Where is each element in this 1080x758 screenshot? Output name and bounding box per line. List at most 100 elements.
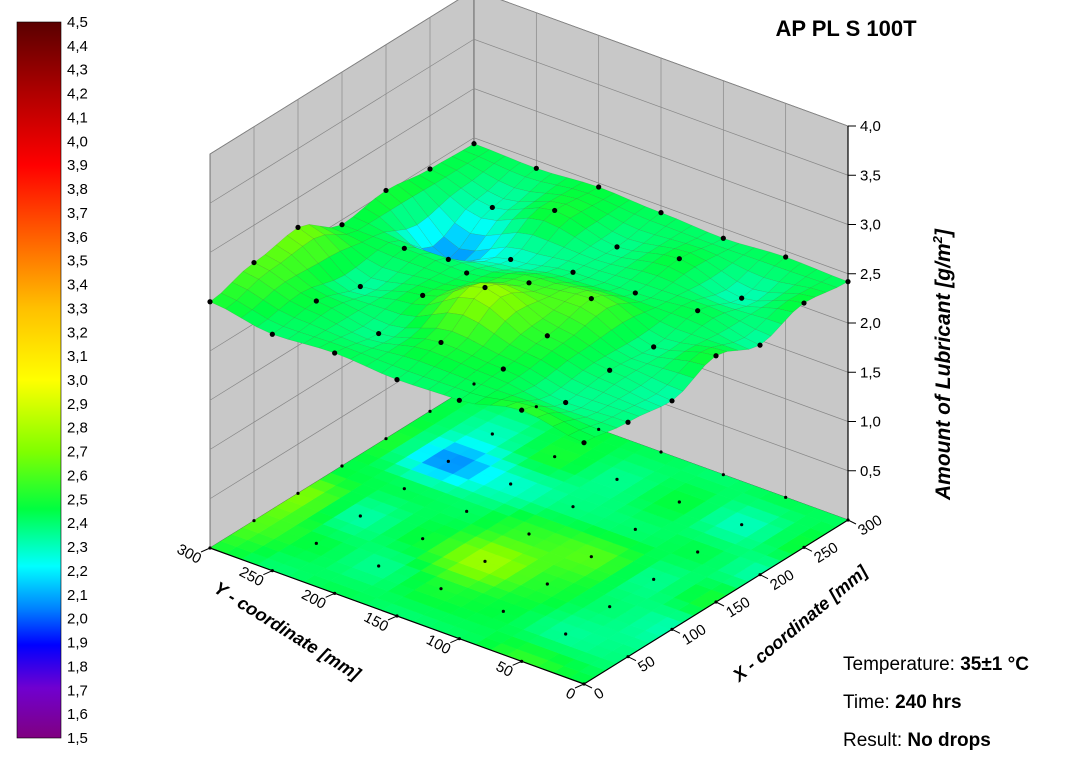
x-tick-label: 150	[723, 594, 753, 622]
floor-point	[314, 541, 318, 545]
surface-cell	[498, 170, 526, 189]
surface-cell	[509, 162, 537, 178]
data-point	[552, 207, 558, 214]
surface-cell	[669, 232, 698, 244]
data-point	[757, 342, 763, 348]
surface-cell	[519, 270, 547, 274]
data-point	[713, 353, 719, 359]
surface-cell	[635, 363, 664, 378]
data-point	[482, 284, 488, 291]
surface-cell	[545, 369, 573, 388]
surface-cell	[622, 405, 651, 417]
surface-cell	[580, 400, 609, 413]
surface-cell	[512, 274, 541, 284]
surface-cell	[545, 267, 574, 277]
surface-cell	[571, 370, 600, 387]
surface-cell	[727, 243, 755, 256]
surface-cell	[585, 412, 613, 423]
floor-point	[483, 559, 487, 563]
surface-cell	[526, 300, 555, 319]
surface-cell	[679, 334, 708, 346]
colorbar: 4,5 4,4 4,3 4,2 4,1 4,0 3,9 3,8 3,7 3,6 3,5 3,4 3,3 3…	[16, 14, 88, 747]
colorbar-label: 2,3	[67, 539, 88, 556]
floor-point	[633, 527, 637, 531]
surface-cell	[678, 252, 707, 268]
surface-cell	[611, 322, 639, 345]
floor-point	[670, 627, 674, 631]
data-point	[658, 210, 664, 216]
floor-point	[784, 495, 788, 499]
data-point	[332, 350, 338, 356]
surface-cell	[688, 284, 716, 299]
surface-cell	[471, 276, 498, 283]
data-point	[438, 339, 444, 346]
surface-cell	[654, 226, 682, 240]
surface-cell	[443, 387, 471, 401]
data-point	[313, 298, 319, 304]
surface-cell	[349, 353, 378, 367]
surface-cell	[278, 300, 306, 318]
data-point	[563, 399, 569, 406]
floor-point	[696, 550, 700, 554]
colorbar-label: 3,2	[67, 324, 88, 341]
surface-cell	[778, 271, 807, 286]
surface-cell	[534, 377, 562, 396]
data-point	[357, 283, 363, 290]
surface-cell	[589, 422, 618, 433]
colorbar-label: 4,4	[67, 38, 88, 55]
surface-cell	[509, 334, 537, 353]
surface-cell	[648, 321, 677, 339]
data-point	[695, 308, 701, 314]
colorbar-label: 3,0	[67, 372, 88, 389]
y-tick	[387, 615, 398, 621]
surface-cell	[504, 311, 533, 335]
surface-cell	[493, 320, 522, 345]
floor-point	[758, 573, 762, 577]
surface-cell	[657, 350, 686, 360]
surface-cell	[583, 259, 612, 272]
floor-point	[520, 659, 524, 663]
data-point	[471, 141, 477, 147]
x-tick-label: 300	[855, 512, 885, 540]
surface-cell	[539, 277, 567, 284]
result-value: No drops	[907, 730, 991, 751]
surface-cell	[495, 284, 523, 294]
surface-cell	[615, 343, 644, 359]
y-tick	[263, 570, 273, 576]
colorbar-label: 1,8	[67, 658, 88, 675]
data-point	[614, 244, 620, 250]
surface-cell	[540, 350, 568, 370]
surface-cell	[401, 275, 430, 286]
floor-point	[402, 487, 406, 491]
surface-cell	[558, 217, 587, 238]
colorbar-label: 2,8	[67, 420, 88, 437]
surface-cell	[694, 260, 722, 279]
surface-cell	[595, 308, 623, 331]
floor-point	[501, 609, 505, 613]
surface-cell	[712, 312, 741, 329]
surface-cell	[517, 400, 544, 407]
surface-cell	[659, 313, 688, 330]
surface-cell	[600, 416, 629, 429]
surface-cell	[665, 295, 694, 306]
data-point	[676, 256, 682, 262]
surface-cell	[612, 222, 640, 240]
data-point	[207, 299, 213, 305]
surface-cell	[573, 325, 601, 346]
surface-cell	[592, 282, 621, 292]
surface-cell	[673, 351, 701, 362]
surface-cell	[427, 381, 456, 396]
surface-cell	[741, 288, 769, 302]
surface-cell	[584, 316, 612, 339]
data-point	[339, 222, 345, 228]
surface-cell	[683, 266, 711, 285]
surface-cell	[505, 232, 534, 250]
surface-cell	[544, 184, 573, 196]
data-point	[269, 331, 275, 337]
data-point	[295, 224, 301, 230]
surface-cell	[493, 269, 520, 274]
surface-cell	[569, 407, 598, 418]
surface-cell	[502, 187, 531, 202]
surface-cell	[580, 205, 609, 222]
surface-cell	[516, 217, 545, 236]
